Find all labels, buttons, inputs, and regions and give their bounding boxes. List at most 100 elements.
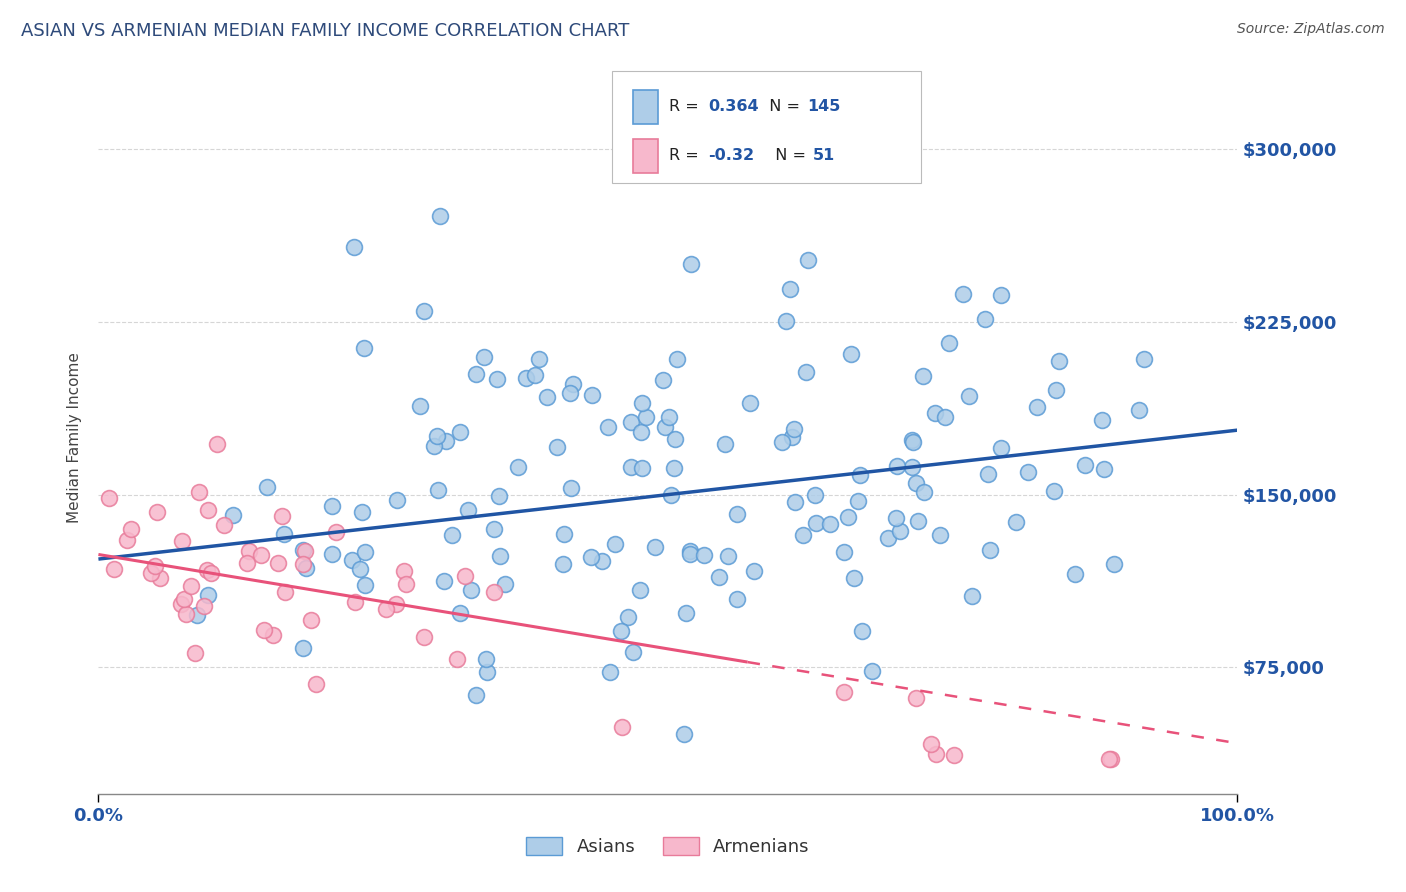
Point — [610, 720, 633, 734]
Point — [527, 351, 550, 366]
Point — [679, 257, 702, 271]
Point — [1092, 461, 1115, 475]
Point — [678, 544, 700, 558]
Point — [352, 505, 374, 519]
Point — [395, 577, 418, 591]
Point — [98, 491, 121, 506]
Point — [617, 609, 640, 624]
Point — [551, 557, 574, 571]
Text: N =: N = — [759, 99, 806, 114]
Point — [441, 527, 464, 541]
Point — [904, 691, 927, 706]
Point — [321, 500, 343, 514]
Point — [205, 437, 228, 451]
Point — [426, 429, 449, 443]
Point — [725, 507, 748, 521]
Point — [979, 543, 1001, 558]
Point — [1047, 354, 1070, 368]
Point — [429, 209, 451, 223]
Point — [832, 545, 855, 559]
Point — [1005, 516, 1028, 530]
Point — [938, 336, 960, 351]
Point — [375, 602, 398, 616]
Point — [634, 410, 657, 425]
Point — [267, 556, 290, 570]
Point — [1063, 567, 1085, 582]
Point — [631, 395, 654, 409]
Point — [912, 484, 935, 499]
Point — [143, 558, 166, 573]
Point — [291, 557, 314, 571]
Point — [742, 564, 765, 578]
Point — [599, 665, 621, 679]
Point — [475, 651, 498, 665]
Point — [1045, 383, 1067, 397]
Point — [920, 737, 942, 751]
Point — [901, 459, 924, 474]
Point — [796, 365, 818, 379]
Point — [770, 434, 793, 449]
Point — [460, 582, 482, 597]
Point — [212, 517, 235, 532]
Point — [222, 508, 245, 523]
Point — [553, 527, 575, 541]
Point — [658, 410, 681, 425]
Text: ASIAN VS ARMENIAN MEDIAN FAMILY INCOME CORRELATION CHART: ASIAN VS ARMENIAN MEDIAN FAMILY INCOME C… — [21, 22, 630, 40]
Point — [343, 240, 366, 254]
Point — [849, 468, 872, 483]
Point — [603, 537, 626, 551]
Point — [725, 592, 748, 607]
Point — [353, 342, 375, 356]
Point — [620, 415, 643, 429]
Point — [628, 583, 651, 598]
Point — [780, 430, 803, 444]
Point — [174, 607, 197, 622]
Point — [1099, 752, 1122, 766]
Point — [149, 570, 172, 584]
Point — [423, 439, 446, 453]
Legend: Asians, Armenians: Asians, Armenians — [519, 830, 817, 863]
Point — [943, 748, 966, 763]
Point — [305, 677, 328, 691]
Point — [482, 585, 505, 599]
Point — [659, 488, 682, 502]
Point — [623, 645, 645, 659]
Point — [250, 548, 273, 562]
Point — [103, 562, 125, 576]
Point — [536, 390, 558, 404]
Point — [353, 578, 375, 592]
Point — [385, 598, 408, 612]
Point — [294, 544, 316, 558]
Point — [180, 579, 202, 593]
Point — [343, 595, 366, 609]
Point — [385, 493, 408, 508]
Point — [1090, 413, 1112, 427]
Point — [900, 433, 922, 447]
Point — [596, 420, 619, 434]
Point — [115, 533, 138, 548]
Point — [851, 624, 873, 638]
Point — [903, 435, 925, 450]
Point — [457, 502, 479, 516]
Point — [1098, 752, 1121, 766]
Point — [295, 561, 318, 575]
Point — [820, 516, 842, 531]
Point — [449, 425, 471, 440]
Point — [842, 571, 865, 585]
Point — [562, 377, 585, 392]
Point — [412, 304, 434, 318]
Point — [783, 422, 806, 436]
Point — [173, 592, 195, 607]
Point — [120, 523, 142, 537]
Point — [886, 458, 908, 473]
Point — [675, 606, 697, 620]
Point — [1102, 558, 1125, 572]
Point — [779, 282, 801, 296]
Point — [197, 588, 219, 602]
Point — [524, 368, 547, 383]
Point — [292, 640, 315, 655]
Point — [860, 664, 883, 678]
Text: R =: R = — [669, 99, 704, 114]
Point — [651, 373, 673, 387]
Point — [546, 440, 568, 454]
